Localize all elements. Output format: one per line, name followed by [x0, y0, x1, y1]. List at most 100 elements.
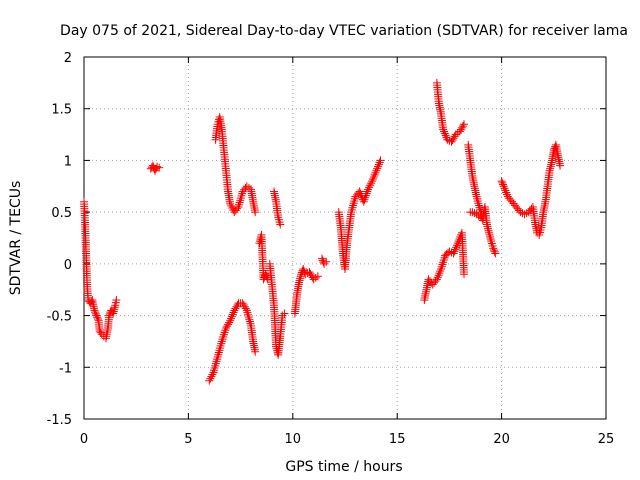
data-point-marker	[311, 273, 320, 282]
data-point-marker	[451, 130, 460, 139]
data-point-marker	[109, 307, 118, 316]
data-point-marker	[216, 341, 225, 350]
data-points	[80, 78, 565, 385]
data-point-marker	[244, 310, 253, 319]
data-point-marker	[371, 168, 380, 177]
data-point-marker	[370, 170, 379, 179]
data-point-marker	[239, 300, 248, 309]
data-point-marker	[235, 200, 244, 209]
data-point-marker	[438, 260, 447, 269]
y-tick-label: 1	[64, 154, 72, 169]
y-tick-label: 0.5	[51, 206, 72, 221]
data-point-marker	[372, 166, 381, 175]
data-point-marker	[348, 203, 357, 212]
data-point-marker	[224, 320, 233, 329]
data-point-marker	[375, 158, 384, 167]
data-point-marker	[363, 185, 372, 194]
data-point-marker	[262, 271, 271, 280]
data-point-marker	[457, 123, 466, 132]
data-point-marker	[227, 201, 236, 210]
data-point-marker	[208, 370, 217, 379]
data-point-marker	[474, 199, 483, 208]
data-point-marker	[225, 318, 234, 327]
data-point-marker	[347, 205, 356, 214]
data-point-marker	[153, 162, 162, 171]
data-point-marker	[216, 344, 225, 353]
x-tick-label: 15	[389, 432, 406, 447]
data-point-marker	[93, 315, 102, 324]
data-point-marker	[233, 204, 242, 213]
y-tick-label: 0	[64, 258, 72, 273]
x-tick-label: 25	[598, 432, 615, 447]
data-point-marker	[500, 184, 509, 193]
data-point-marker	[211, 361, 220, 370]
data-point-marker	[486, 232, 495, 241]
data-point-marker	[449, 249, 458, 258]
data-point-marker	[212, 357, 221, 366]
data-point-marker	[439, 127, 448, 136]
data-point-marker	[447, 137, 456, 146]
data-point-marker	[361, 191, 370, 200]
data-point-marker	[499, 182, 508, 191]
data-point-marker	[236, 196, 245, 205]
data-point-marker	[238, 299, 247, 308]
data-point-marker	[368, 177, 377, 186]
data-point-marker	[318, 254, 327, 263]
x-axis-label: GPS time / hours	[285, 459, 402, 475]
data-point-marker	[473, 197, 482, 206]
y-tick-label: -1.5	[47, 413, 72, 428]
data-point-marker	[280, 309, 289, 318]
data-point-marker	[155, 163, 164, 172]
data-point-marker	[245, 317, 254, 326]
data-point-marker	[218, 335, 227, 344]
data-point-marker	[547, 160, 556, 169]
y-tick-label: -1	[59, 361, 72, 376]
data-point-marker	[227, 312, 236, 321]
data-point-marker	[453, 239, 462, 248]
data-point-marker	[109, 309, 118, 318]
data-point-marker	[458, 122, 467, 131]
data-point-marker	[456, 125, 465, 134]
data-point-marker	[110, 305, 119, 314]
data-point-marker	[150, 166, 159, 175]
data-point-marker	[242, 182, 251, 191]
data-point-marker	[305, 268, 314, 277]
data-point-marker	[449, 134, 458, 143]
data-point-marker	[240, 302, 249, 311]
data-point-marker	[439, 125, 448, 134]
data-point-marker	[489, 246, 498, 255]
data-point-marker	[313, 272, 322, 281]
data-point-marker	[230, 306, 239, 315]
data-point-marker	[261, 270, 270, 279]
y-tick-label: -0.5	[47, 310, 72, 325]
data-point-marker	[322, 257, 331, 266]
data-point-marker	[482, 220, 491, 229]
data-point-marker	[211, 359, 220, 368]
data-point-marker	[436, 267, 445, 276]
data-point-marker	[246, 319, 255, 328]
data-point-marker	[441, 131, 450, 140]
data-point-marker	[206, 374, 215, 383]
data-point-marker	[440, 129, 449, 138]
data-point-marker	[251, 347, 260, 356]
data-point-marker	[92, 311, 101, 320]
data-point-marker	[440, 253, 449, 262]
data-point-marker	[232, 302, 241, 311]
data-point-marker	[546, 162, 555, 171]
data-point-marker	[439, 258, 448, 267]
data-point-marker	[296, 272, 305, 281]
data-point-marker	[432, 275, 441, 284]
data-point-marker	[223, 322, 232, 331]
data-point-marker	[309, 275, 318, 284]
data-point-marker	[369, 172, 378, 181]
data-point-marker	[468, 208, 477, 217]
data-point-marker	[241, 304, 250, 313]
data-point-marker	[226, 316, 235, 325]
data-point-marker	[360, 195, 369, 204]
data-point-marker	[229, 308, 238, 317]
data-point-marker	[472, 210, 481, 219]
axes: 0 5 10 15 20 25 -1.5 -1 -0.5 0 0.5 1 1.5 2	[47, 51, 615, 447]
x-tick-label: 0	[80, 432, 88, 447]
data-point-marker	[489, 244, 498, 253]
x-tick-label: 10	[285, 432, 302, 447]
